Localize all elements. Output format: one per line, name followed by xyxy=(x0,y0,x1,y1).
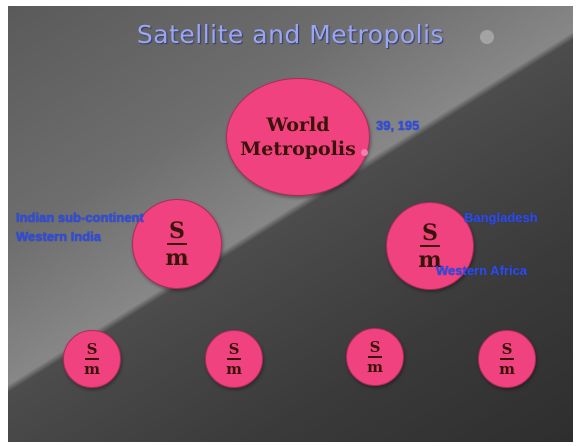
world-metropolis-node: World Metropolis xyxy=(226,78,370,196)
slide-title: Satellite and Metropolis xyxy=(136,20,445,49)
symbol-s: S xyxy=(84,339,100,360)
symbol-s: S xyxy=(226,339,242,360)
symbol-m: m xyxy=(165,244,189,271)
symbol-s: S xyxy=(499,339,515,360)
satellite-metropolis-symbol: S m xyxy=(226,339,242,378)
left-annotation-line2: Western India xyxy=(16,229,102,244)
symbol-m: m xyxy=(367,357,383,376)
satellite-node-2: S m xyxy=(205,330,263,388)
title-bullet-icon xyxy=(480,30,494,44)
symbol-m: m xyxy=(499,359,515,378)
satellite-metropolis-symbol: S m xyxy=(84,339,100,378)
satellite-node-4: S m xyxy=(478,330,536,388)
symbol-m: m xyxy=(418,246,442,273)
world-metropolis-label: World Metropolis xyxy=(240,113,356,161)
world-label-line2: Metropolis xyxy=(240,138,356,160)
satellite-metropolis-symbol: S m xyxy=(499,339,515,378)
satellite-node-3: S m xyxy=(346,328,404,386)
world-annotation: 39, 195 xyxy=(376,118,420,133)
symbol-m: m xyxy=(226,359,242,378)
metropolis-node-left: S m xyxy=(132,199,222,289)
symbol-m: m xyxy=(84,359,100,378)
right-top-annotation: Bangladesh xyxy=(464,210,538,225)
slide: Satellite and Metropolis World Metropoli… xyxy=(8,6,573,442)
world-label-line1: World xyxy=(266,114,330,136)
satellite-node-1: S m xyxy=(63,330,121,388)
symbol-s: S xyxy=(420,219,440,247)
satellite-metropolis-symbol: S m xyxy=(418,222,441,271)
symbol-s: S xyxy=(367,337,383,358)
satellite-metropolis-symbol: S m xyxy=(165,220,188,269)
metropolis-node-right: S m xyxy=(386,202,474,290)
symbol-s: S xyxy=(167,217,187,245)
right-bottom-annotation: Western Africa xyxy=(436,263,528,278)
left-annotation-line1: Indian sub-continent xyxy=(16,210,144,225)
satellite-metropolis-symbol: S m xyxy=(367,337,383,376)
world-dot-icon xyxy=(361,149,368,156)
left-annotation: Indian sub-continent Western India xyxy=(16,208,144,246)
